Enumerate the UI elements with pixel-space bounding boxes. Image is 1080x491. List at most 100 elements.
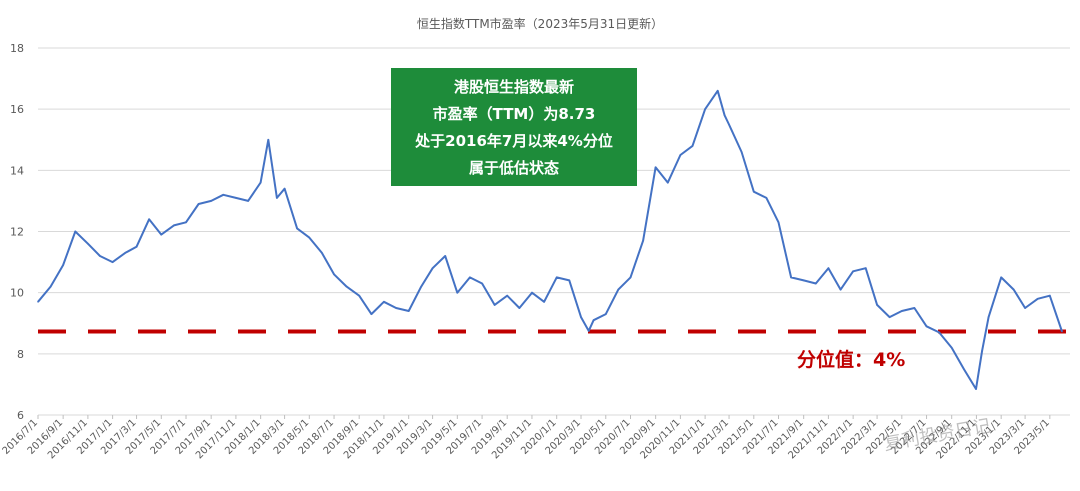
data-point	[185, 221, 187, 224]
data-point	[740, 151, 743, 153]
data-point	[815, 282, 817, 285]
data-point	[148, 218, 150, 221]
data-point	[358, 294, 361, 297]
data-point	[876, 304, 878, 306]
data-point	[1024, 307, 1026, 309]
data-point	[1036, 298, 1039, 300]
y-tick-label: 6	[17, 409, 24, 422]
data-point	[345, 285, 348, 288]
data-point	[568, 279, 571, 282]
data-point	[704, 108, 706, 110]
data-point	[543, 301, 545, 303]
data-point	[87, 242, 89, 245]
data-point	[267, 139, 270, 141]
data-point	[383, 301, 385, 303]
data-point	[901, 310, 903, 312]
y-tick-label: 14	[10, 164, 24, 177]
data-point	[642, 239, 644, 242]
data-point	[135, 246, 138, 248]
data-point	[296, 227, 298, 230]
data-point	[827, 267, 830, 270]
data-point	[173, 224, 175, 227]
data-point	[950, 346, 953, 349]
data-point	[308, 236, 311, 239]
data-point	[37, 301, 39, 303]
data-point	[420, 285, 423, 288]
data-point	[592, 319, 595, 322]
data-point	[74, 230, 77, 233]
y-tick-label: 8	[17, 348, 24, 361]
callout-box	[391, 68, 637, 186]
data-point	[444, 255, 447, 257]
data-point	[587, 330, 590, 332]
y-tick-label: 16	[10, 103, 24, 116]
callout-line: 属于低估状态	[469, 159, 559, 177]
data-point	[197, 203, 200, 205]
data-point	[518, 307, 521, 309]
data-point	[580, 316, 582, 318]
data-point	[723, 114, 726, 117]
data-point	[605, 313, 607, 315]
data-point	[259, 181, 262, 184]
data-point	[1012, 288, 1015, 291]
y-tick-label: 10	[10, 287, 24, 300]
data-point	[395, 307, 397, 309]
data-point	[975, 388, 977, 390]
data-point	[981, 350, 983, 352]
data-point	[1061, 330, 1063, 333]
data-point	[49, 285, 52, 288]
data-point	[555, 276, 558, 279]
data-point	[753, 190, 755, 193]
data-point	[888, 316, 891, 318]
data-point	[667, 181, 669, 184]
data-point	[506, 294, 509, 297]
data-point	[938, 331, 940, 334]
data-point	[777, 221, 780, 224]
data-point	[333, 273, 335, 276]
data-point	[222, 194, 225, 196]
data-point	[654, 166, 657, 169]
data-point	[235, 197, 237, 199]
data-point	[481, 282, 483, 285]
data-point	[728, 123, 730, 126]
data-point	[839, 288, 842, 291]
data-point	[247, 200, 249, 202]
data-point	[629, 276, 632, 279]
y-tick-label: 18	[10, 42, 24, 55]
data-point	[765, 197, 768, 199]
data-point	[111, 261, 114, 263]
data-point	[62, 264, 64, 266]
data-point	[1049, 294, 1051, 297]
data-point	[852, 270, 854, 273]
series-line	[37, 89, 1063, 390]
data-point	[963, 368, 965, 370]
data-point	[716, 90, 719, 92]
data-point	[790, 276, 792, 279]
data-point	[210, 200, 212, 202]
percentile-label: 分位值：4%	[797, 348, 905, 371]
data-point	[321, 252, 323, 254]
callout-line: 港股恒生指数最新	[454, 78, 574, 96]
data-point	[276, 197, 278, 199]
data-point	[493, 304, 496, 306]
callout-line: 市盈率（TTM）为8.73	[433, 105, 596, 123]
y-tick-label: 12	[10, 226, 24, 239]
data-point	[283, 187, 286, 190]
data-point	[160, 233, 163, 236]
data-point	[456, 291, 459, 294]
data-point	[864, 267, 867, 270]
data-point	[469, 276, 471, 279]
data-point	[431, 267, 434, 270]
data-point	[925, 325, 928, 328]
data-point	[987, 316, 990, 318]
data-point	[407, 310, 410, 312]
chart-title: 恒生指数TTM市盈率（2023年5月31日更新）	[417, 16, 663, 31]
data-point	[679, 154, 682, 156]
callout-line: 处于2016年7月以来4%分位	[414, 132, 613, 150]
data-point	[913, 307, 916, 309]
data-point	[99, 255, 101, 257]
data-point	[370, 313, 373, 315]
data-point	[124, 252, 126, 254]
data-point	[802, 279, 805, 282]
